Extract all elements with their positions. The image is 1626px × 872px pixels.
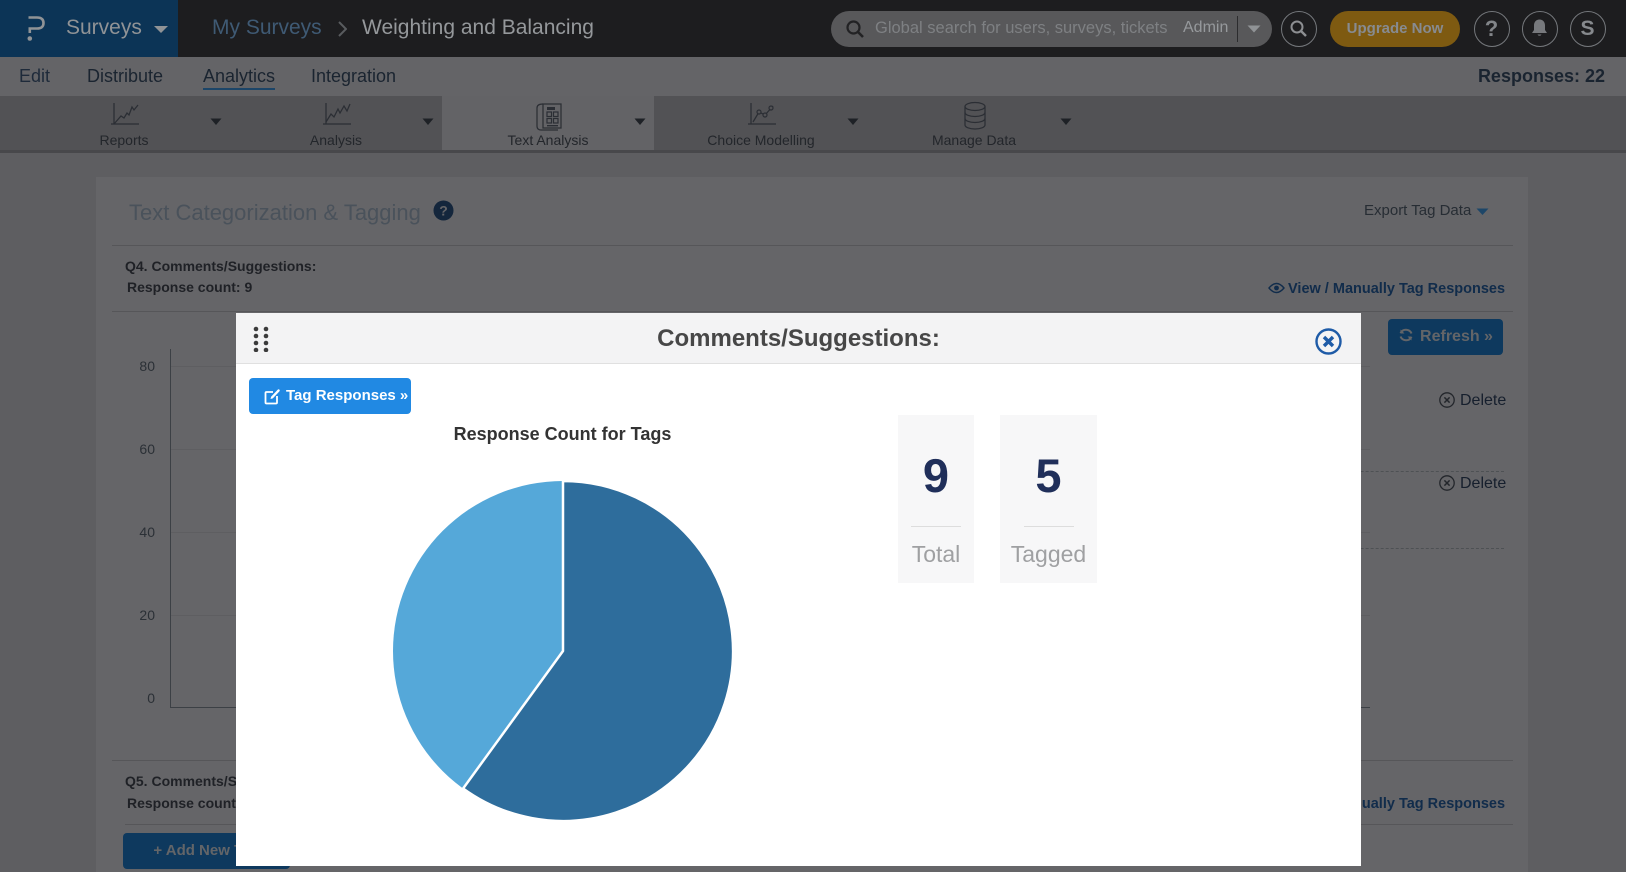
- svg-text:?: ?: [439, 203, 448, 219]
